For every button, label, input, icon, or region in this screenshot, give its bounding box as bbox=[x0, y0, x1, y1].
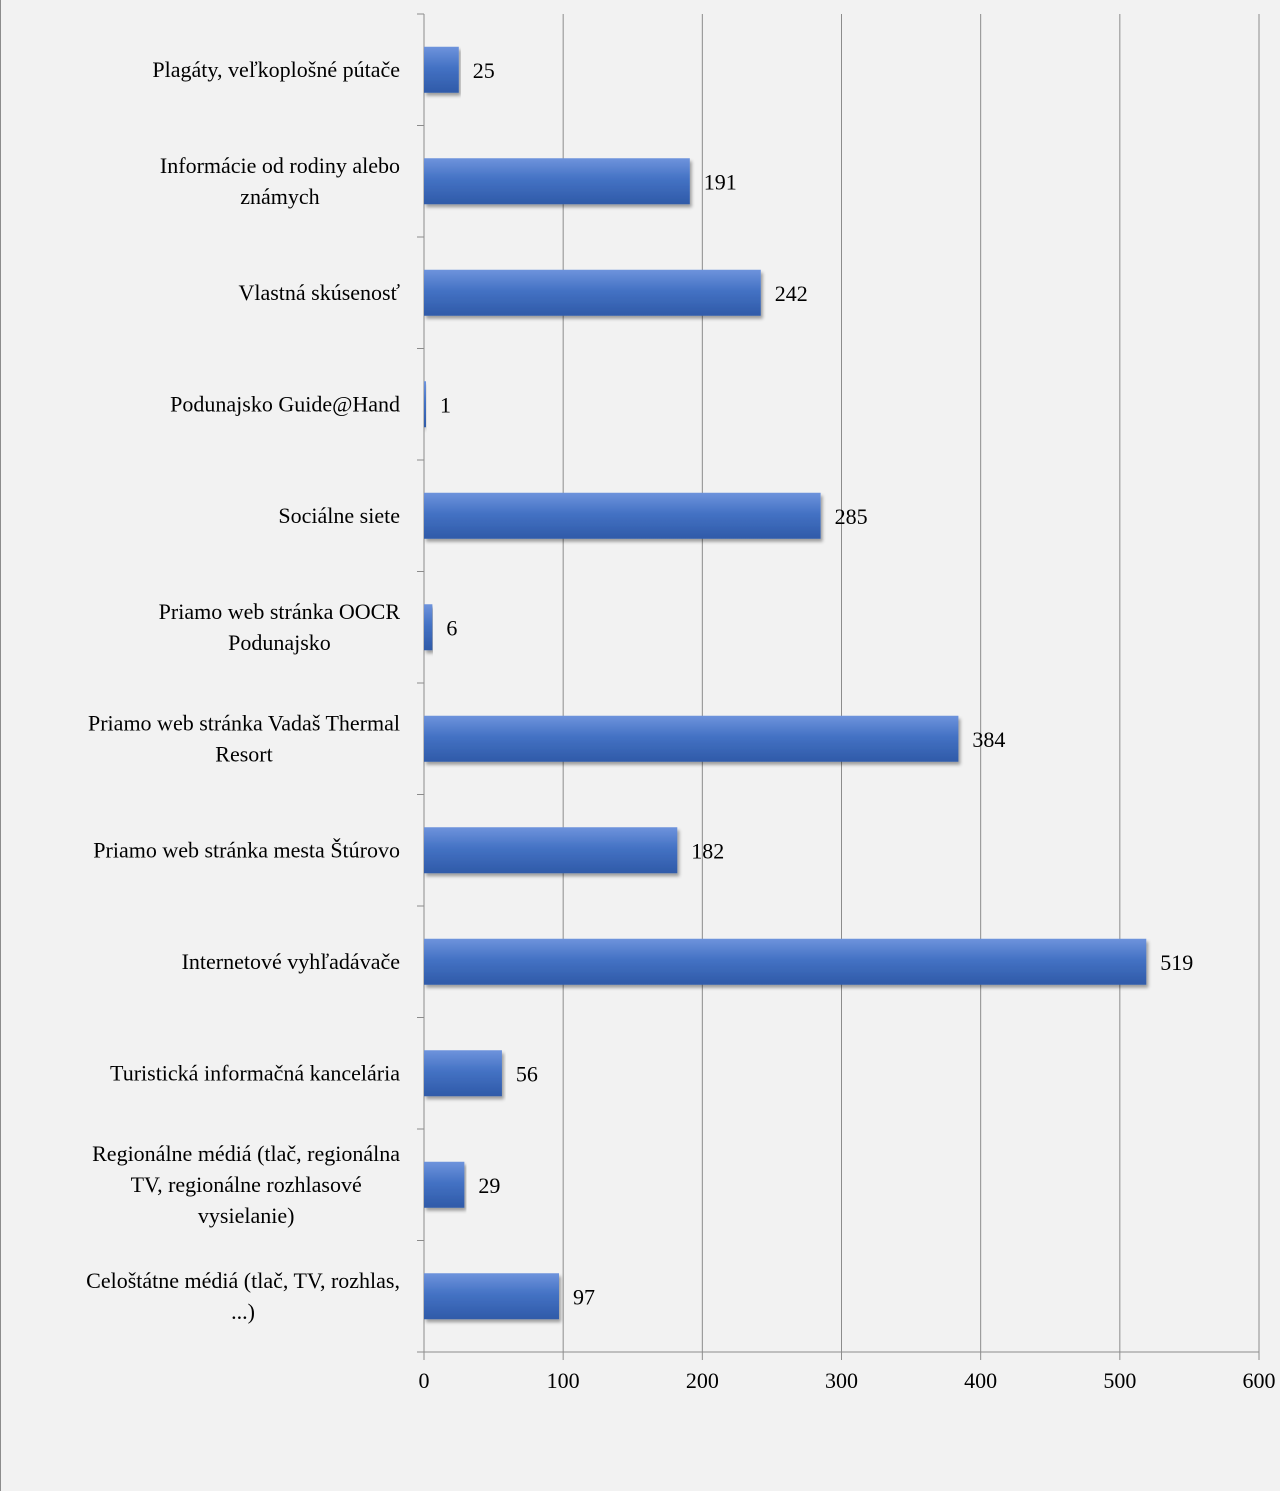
data-label: 285 bbox=[835, 504, 868, 529]
category-label: vysielanie) bbox=[198, 1203, 295, 1228]
x-tick-label: 400 bbox=[964, 1368, 997, 1393]
value-labels: 25 191 242 1 285 6 384 182 519 56 29 97 bbox=[440, 58, 1193, 1310]
category-label: Regionálne médiá (tlač, regionálna bbox=[92, 1141, 400, 1166]
category-labels: Plagáty, veľkoplošné pútače Informácie od… bbox=[86, 57, 400, 1324]
category-label: Podunajsko Guide@Hand bbox=[170, 391, 400, 416]
x-tick-label: 300 bbox=[825, 1368, 858, 1393]
category-label: Informácie od rodiny alebo bbox=[160, 153, 400, 178]
data-label: 191 bbox=[704, 169, 737, 194]
bar bbox=[424, 827, 678, 874]
x-tick-labels: 0 100 200 300 400 500 600 bbox=[419, 1368, 1276, 1393]
bar bbox=[424, 715, 959, 762]
data-label: 56 bbox=[516, 1061, 538, 1086]
category-label: Sociálne siete bbox=[278, 503, 400, 528]
bar bbox=[424, 604, 433, 651]
bar bbox=[424, 46, 459, 93]
category-label: Plagáty, veľkoplošné pútače bbox=[152, 57, 400, 82]
bar bbox=[424, 1273, 559, 1320]
bars bbox=[424, 46, 1147, 1320]
data-label: 1 bbox=[440, 392, 451, 417]
category-label: Internetové vyhľadávače bbox=[182, 949, 400, 974]
bar bbox=[424, 938, 1147, 985]
x-tick-label: 0 bbox=[419, 1368, 430, 1393]
category-label: Priamo web stránka Vadaš Thermal bbox=[88, 710, 400, 735]
bar bbox=[424, 158, 690, 205]
bar bbox=[424, 492, 821, 539]
gridlines bbox=[562, 14, 1260, 1352]
data-label: 29 bbox=[478, 1173, 500, 1198]
category-label: Turistická informačná kancelária bbox=[110, 1060, 400, 1085]
data-label: 384 bbox=[972, 727, 1005, 752]
category-label: Podunajsko bbox=[228, 630, 331, 655]
category-label: Vlastná skúsenosť bbox=[238, 280, 400, 305]
data-label: 242 bbox=[775, 281, 808, 306]
category-label: ...) bbox=[231, 1299, 255, 1324]
data-label: 97 bbox=[573, 1284, 595, 1309]
data-label: 6 bbox=[446, 615, 457, 640]
category-label: Priamo web stránka OOCR bbox=[159, 599, 401, 624]
x-tick-label: 500 bbox=[1103, 1368, 1136, 1393]
bar bbox=[424, 1050, 502, 1097]
category-label: Resort bbox=[215, 741, 272, 766]
category-label: Priamo web stránka mesta Štúrovo bbox=[93, 837, 400, 862]
data-label: 25 bbox=[473, 58, 495, 83]
axes bbox=[417, 13, 1260, 1360]
category-label: TV, regionálne rozhlasové bbox=[131, 1172, 362, 1197]
bar bbox=[424, 1161, 465, 1208]
bar bbox=[424, 381, 426, 428]
x-tick-label: 100 bbox=[547, 1368, 580, 1393]
bar bbox=[424, 269, 761, 316]
x-tick-label: 600 bbox=[1243, 1368, 1276, 1393]
x-tick-label: 200 bbox=[686, 1368, 719, 1393]
data-label: 519 bbox=[1160, 950, 1193, 975]
category-label: Celoštátne médiá (tlač, TV, rozhlas, bbox=[86, 1268, 400, 1293]
data-label: 182 bbox=[691, 838, 724, 863]
category-label: známych bbox=[240, 184, 319, 209]
